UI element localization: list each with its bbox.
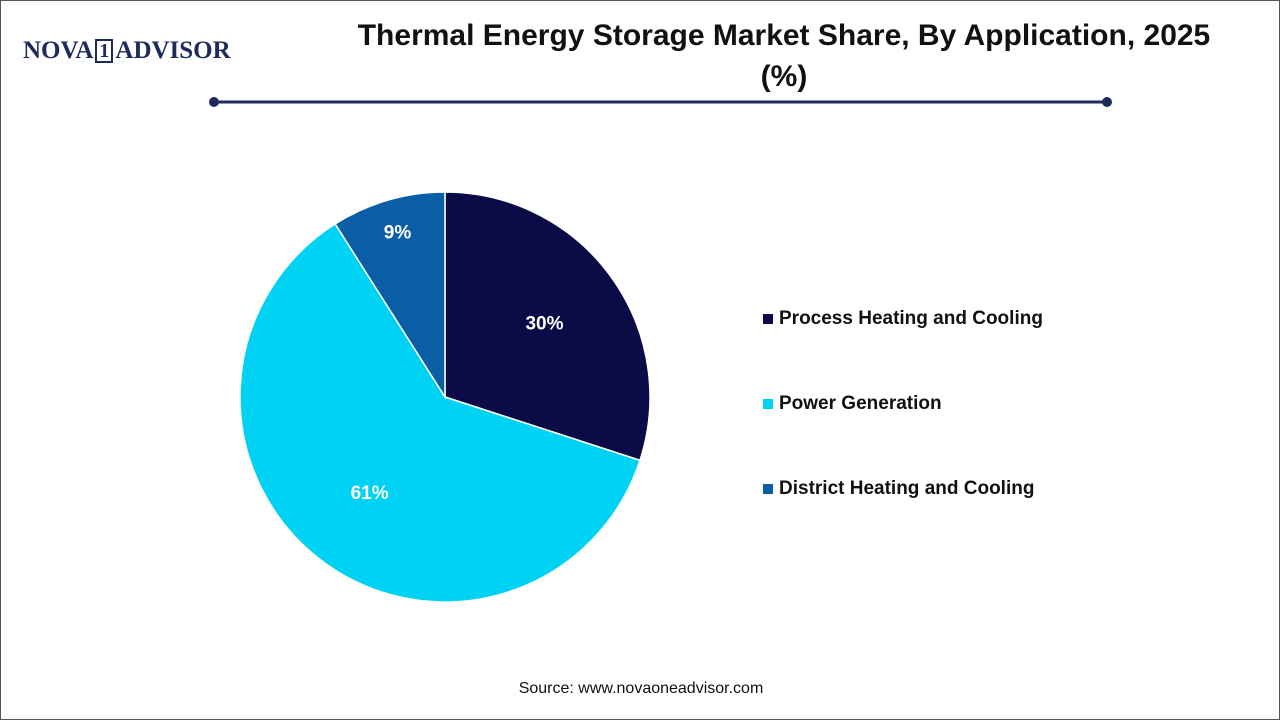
- legend-swatch: [763, 399, 773, 409]
- legend-swatch: [763, 314, 773, 324]
- logo: NOVA 1 ADVISOR: [23, 37, 231, 65]
- pie-slice: [239, 222, 641, 603]
- logo-text: ADVISOR: [115, 37, 231, 64]
- data-label: 30%: [525, 314, 563, 335]
- legend-swatch: [763, 484, 773, 494]
- legend-label: Process Heating and Cooling: [779, 308, 1043, 329]
- pie-slice: [444, 191, 651, 462]
- legend-label: District Heating and Cooling: [779, 478, 1034, 499]
- data-label: 61%: [351, 483, 389, 504]
- logo-text: NOVA: [23, 37, 94, 64]
- legend-label: Power Generation: [779, 393, 942, 414]
- data-label: 9%: [384, 223, 412, 244]
- pie-slice: [334, 191, 446, 400]
- source: Source: www.novaoneadvisor.com: [518, 680, 764, 697]
- chart-title: Thermal Energy Storage Market Share, By …: [357, 19, 1211, 93]
- rule-dot: [209, 97, 219, 107]
- rule-dot: [1102, 97, 1112, 107]
- logo-text: 1: [95, 39, 114, 63]
